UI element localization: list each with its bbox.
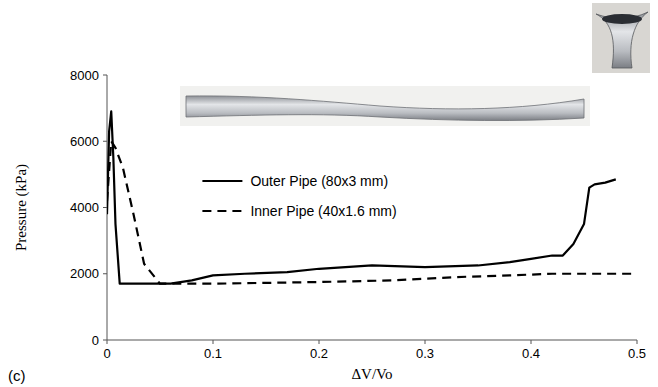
legend: Outer Pipe (80x3 mm) Inner Pipe (40x1.6 m… (202, 173, 396, 219)
series-line (107, 141, 637, 283)
y-tick (103, 141, 107, 142)
x-tick (319, 340, 320, 344)
legend-label: Inner Pipe (40x1.6 mm) (250, 203, 396, 219)
x-tick (425, 340, 426, 344)
y-tick-label: 6000 (70, 134, 99, 149)
x-tick-label: 0.4 (522, 346, 540, 361)
panel-label: (c) (8, 367, 26, 384)
legend-swatch (202, 180, 242, 182)
x-tick (637, 340, 638, 344)
photo-background (180, 86, 590, 126)
y-tick (103, 273, 107, 274)
x-tick (107, 340, 108, 344)
x-tick (531, 340, 532, 344)
photo-opening (602, 14, 642, 24)
x-tick-label: 0.3 (416, 346, 434, 361)
y-tick (103, 207, 107, 208)
y-tick-label: 4000 (70, 200, 99, 215)
photo-small (592, 3, 650, 73)
y-tick-label: 0 (92, 333, 99, 348)
y-axis-title: Pressure (kPa) (13, 164, 30, 251)
x-tick-label: 0 (103, 346, 110, 361)
y-tick (103, 75, 107, 76)
photo-pipe (186, 96, 584, 121)
x-axis-line (107, 340, 637, 341)
photo-background (592, 3, 650, 73)
x-axis-title: ΔV/Vo (351, 366, 392, 382)
y-tick-label: 8000 (70, 68, 99, 83)
series-line (107, 111, 616, 283)
chart: 0 0.1 0.2 0.3 0.4 0.5 0 2000 4000 6000 8000 ΔV/Vo Pr… (0, 0, 658, 387)
y-tick (103, 340, 107, 341)
x-tick-label: 0.1 (204, 346, 222, 361)
photo-pipe (596, 12, 648, 68)
photo (180, 86, 590, 126)
x-tick-label: 0.2 (310, 346, 328, 361)
plot-area (107, 111, 637, 283)
x-tick-label: 0.5 (628, 346, 646, 361)
axes: 0 0.1 0.2 0.3 0.4 0.5 0 2000 4000 6000 8000 (70, 68, 646, 362)
legend-label: Outer Pipe (80x3 mm) (250, 173, 388, 189)
y-tick-label: 2000 (70, 266, 99, 281)
legend-swatch (202, 210, 242, 212)
x-tick (213, 340, 214, 344)
